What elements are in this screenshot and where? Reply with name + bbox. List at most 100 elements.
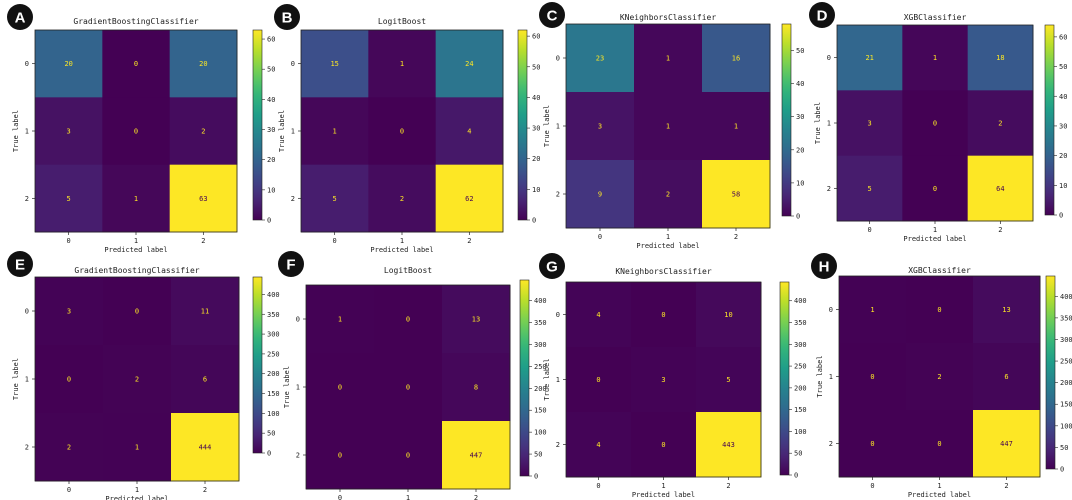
x-axis-label: Predicted label xyxy=(903,235,966,243)
heatmap-cell xyxy=(702,92,771,161)
cell-value-label: 1 xyxy=(734,123,738,131)
panel-letter-text: F xyxy=(286,257,295,274)
colorbar-tick-label: 350 xyxy=(534,319,547,327)
cell-value-label: 0 xyxy=(67,376,71,384)
colorbar-tick-label: 40 xyxy=(267,96,275,104)
heatmap-cell xyxy=(368,164,437,233)
heatmap-cell xyxy=(702,24,771,93)
cell-value-label: 0 xyxy=(135,308,139,316)
cell-value-label: 0 xyxy=(134,128,138,136)
y-tick-label: 2 xyxy=(556,441,560,449)
heatmap-cell xyxy=(696,347,762,413)
heatmap-cell xyxy=(973,343,1041,411)
y-tick-label: 1 xyxy=(25,128,29,136)
y-axis-label: True label xyxy=(278,110,286,152)
heatmap-cell xyxy=(566,347,632,413)
colorbar-tick-label: 250 xyxy=(534,363,547,371)
y-tick-label: 1 xyxy=(829,373,833,381)
cell-value-label: 1 xyxy=(666,55,670,63)
colorbar-tick-label: 20 xyxy=(532,155,540,163)
cell-value-label: 9 xyxy=(598,191,602,199)
heatmap-cell xyxy=(169,164,238,233)
heatmap-cell xyxy=(368,97,437,166)
colorbar-tick-label: 10 xyxy=(1059,182,1067,190)
y-tick-label: 0 xyxy=(556,55,560,63)
heatmap-cell xyxy=(634,160,703,229)
heatmap-cell xyxy=(306,285,375,354)
x-tick-label: 1 xyxy=(933,226,937,234)
cell-value-label: 1 xyxy=(135,444,139,452)
colorbar-tick-label: 200 xyxy=(267,370,280,378)
x-tick-label: 2 xyxy=(998,226,1002,234)
y-tick-label: 2 xyxy=(25,444,29,452)
y-tick-label: 2 xyxy=(25,195,29,203)
cell-value-label: 0 xyxy=(937,306,941,314)
heatmap-cell xyxy=(566,412,632,478)
chart-title: XGBClassifier xyxy=(908,266,971,275)
cell-value-label: 3 xyxy=(598,123,602,131)
cell-value-label: 62 xyxy=(465,195,473,203)
colorbar-tick-label: 150 xyxy=(794,406,807,414)
y-tick-label: 0 xyxy=(291,60,295,68)
cell-value-label: 444 xyxy=(199,444,212,452)
heatmap-cell xyxy=(301,30,369,98)
heatmap-cell xyxy=(374,285,443,354)
heatmap-cell xyxy=(566,24,635,93)
colorbar xyxy=(519,279,530,477)
cell-value-label: 0 xyxy=(933,185,937,193)
cell-value-label: 0 xyxy=(400,128,404,136)
x-tick-label: 2 xyxy=(201,237,205,245)
cell-value-label: 3 xyxy=(868,120,872,128)
heatmap-cell xyxy=(103,277,172,346)
colorbar-tick-label: 60 xyxy=(532,33,540,41)
chart-title: LogitBoost xyxy=(378,17,426,26)
x-axis-label: Predicted label xyxy=(370,246,433,254)
y-axis-label: True label xyxy=(12,358,20,400)
x-axis-label: Predicted label xyxy=(636,242,699,250)
colorbar-tick-label: 300 xyxy=(267,331,280,339)
cell-value-label: 0 xyxy=(661,441,665,449)
colorbar-tick-label: 0 xyxy=(794,472,798,480)
colorbar-tick-label: 350 xyxy=(267,311,280,319)
colorbar-tick-label: 0 xyxy=(267,450,271,458)
colorbar-tick-label: 50 xyxy=(534,451,542,459)
cell-value-label: 447 xyxy=(470,452,483,460)
panel-letter-text: E xyxy=(15,257,25,274)
panel-letter-d: D xyxy=(809,2,835,28)
colorbar-tick-label: 20 xyxy=(1059,152,1067,160)
colorbar-tick-label: 30 xyxy=(532,125,540,133)
heatmap-cell xyxy=(566,282,632,348)
colorbar-tick-label: 60 xyxy=(1059,33,1067,41)
x-tick-label: 0 xyxy=(333,237,337,245)
colorbar-tick-label: 50 xyxy=(794,450,802,458)
colorbar-tick-label: 0 xyxy=(1060,466,1064,474)
y-tick-label: 1 xyxy=(827,120,831,128)
panel-letter-f: F xyxy=(278,251,304,277)
y-tick-label: 0 xyxy=(829,306,833,314)
colorbar xyxy=(779,281,790,476)
cell-value-label: 10 xyxy=(724,311,732,319)
heatmap-cell xyxy=(442,353,511,422)
cell-value-label: 0 xyxy=(870,373,874,381)
y-tick-label: 0 xyxy=(25,308,29,316)
heatmap-cell xyxy=(839,276,907,344)
y-tick-label: 1 xyxy=(296,384,300,392)
panel-letter-text: G xyxy=(546,259,558,276)
cell-value-label: 11 xyxy=(201,308,209,316)
colorbar xyxy=(781,23,792,217)
colorbar-tick-label: 0 xyxy=(532,217,536,225)
cell-value-label: 5 xyxy=(868,185,872,193)
y-tick-label: 2 xyxy=(827,185,831,193)
colorbar-tick-label: 40 xyxy=(796,80,804,88)
cell-value-label: 1 xyxy=(333,128,337,136)
x-tick-label: 2 xyxy=(474,494,478,500)
y-axis-label: True label xyxy=(543,105,551,147)
heatmap-cell xyxy=(171,277,240,346)
y-tick-label: 0 xyxy=(556,311,560,319)
colorbar xyxy=(1045,275,1056,470)
colorbar-tick-label: 100 xyxy=(534,429,547,437)
colorbar-tick-label: 40 xyxy=(532,94,540,102)
heatmap-cell xyxy=(442,421,511,490)
